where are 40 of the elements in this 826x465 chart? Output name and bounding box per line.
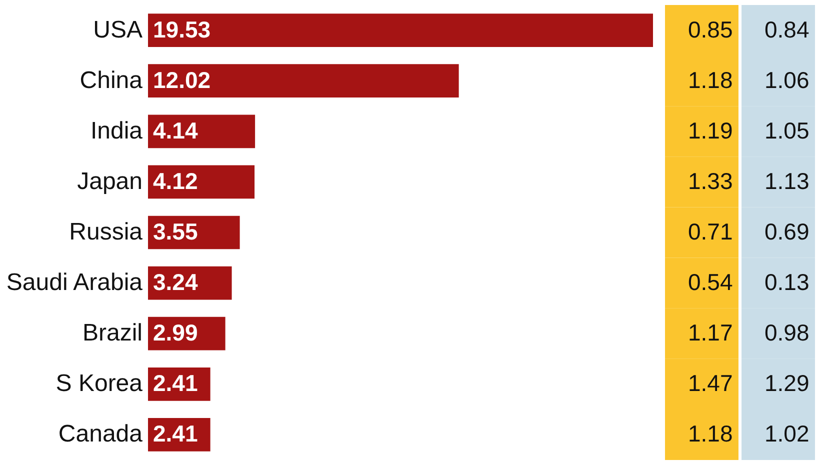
- text: 1.05: [764, 117, 810, 144]
- y-tick-label: Canada: [58, 420, 144, 448]
- data-label: 4.12: [153, 168, 198, 194]
- text: 1.06: [764, 66, 810, 93]
- y-tick-label: India: [90, 117, 144, 144]
- text: 0.13: [764, 269, 810, 296]
- data-label: 3.24: [153, 269, 198, 296]
- bar: [148, 14, 653, 47]
- y-tick-label: Saudi Arabia: [6, 269, 144, 296]
- text: 0.71: [688, 218, 733, 244]
- y-tick-label: USA: [93, 16, 142, 44]
- text: 1.19: [688, 117, 733, 144]
- text: 1.18: [688, 420, 733, 447]
- text: 1.47: [688, 370, 733, 396]
- data-label: 3.55: [153, 218, 198, 244]
- data-label: 2.41: [153, 420, 198, 447]
- text: 1.18: [688, 66, 733, 93]
- y-tick-label: S Korea: [56, 370, 144, 398]
- data-label: 2.99: [153, 320, 198, 346]
- y-tick-label: Japan: [77, 168, 142, 195]
- text: 1.29: [764, 370, 810, 396]
- data-label: 12.02: [153, 66, 211, 93]
- y-tick-label: China: [80, 66, 144, 94]
- text: 1.17: [688, 320, 733, 346]
- text: 0.84: [764, 16, 810, 42]
- data-label: 4.14: [153, 117, 198, 144]
- text: 1.13: [764, 168, 810, 194]
- text: 0.54: [688, 269, 733, 296]
- bar: [148, 114, 256, 148]
- text: 0.69: [764, 218, 810, 244]
- text: 1.33: [688, 168, 733, 194]
- y-tick-label: Brazil: [82, 320, 142, 347]
- data-label: 2.41: [153, 370, 198, 396]
- y-tick-label: Russia: [69, 218, 144, 246]
- data-label: 19.53: [153, 16, 211, 42]
- text: 0.98: [764, 320, 810, 346]
- text: 0.85: [688, 16, 733, 42]
- bar: [148, 64, 459, 98]
- text: 1.02: [764, 420, 810, 447]
- bar: [148, 165, 255, 199]
